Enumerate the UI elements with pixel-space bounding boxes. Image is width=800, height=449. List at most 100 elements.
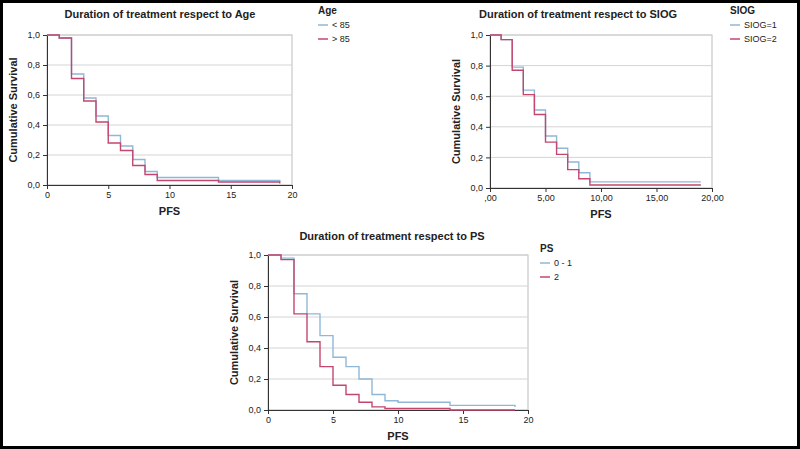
y-tick-mark <box>486 35 490 36</box>
x-tick: 20 <box>523 410 533 425</box>
plot-frame <box>47 35 292 185</box>
x-tick-label: 0 <box>266 415 271 425</box>
x-tick-label: 20 <box>287 190 297 200</box>
y-tick-mark <box>486 96 490 97</box>
legend-entry: 2 <box>554 272 559 282</box>
y-tick: 0,6 <box>27 90 47 100</box>
legend-title: Age <box>318 5 337 16</box>
plot-frame <box>490 35 712 188</box>
y-tick: 0,6 <box>248 312 268 322</box>
y-tick: 0,2 <box>27 150 47 160</box>
chart-panel: 051015200,00,20,40,60,81,0Duration of tr… <box>7 5 350 217</box>
x-tick: 20,00 <box>701 188 724 203</box>
grid <box>47 35 292 185</box>
x-tick-label: 10 <box>165 190 175 200</box>
y-tick-label: 0,4 <box>470 122 483 132</box>
y-tick-mark <box>43 35 47 36</box>
y-tick-mark <box>264 286 268 287</box>
y-tick-mark <box>264 379 268 380</box>
x-tick-label: 10,00 <box>590 193 613 203</box>
x-tick: 5,00 <box>537 188 555 203</box>
y-tick-label: 0,2 <box>470 153 483 163</box>
y-tick: 0,0 <box>248 405 268 415</box>
x-axis-title: PFS <box>387 430 408 442</box>
grid-line <box>490 65 712 66</box>
grid-line <box>490 96 712 97</box>
y-tick-label: 1,0 <box>470 30 483 40</box>
chart-panel: ,005,0010,0015,0020,000,00,20,40,60,81,0… <box>450 5 777 220</box>
plot-area <box>490 35 701 185</box>
y-tick-label: 0,4 <box>248 343 261 353</box>
x-tick-mark <box>601 188 602 192</box>
x-axis: 05101520 <box>266 410 534 425</box>
x-axis-title: PFS <box>159 205 180 217</box>
y-tick: 0,4 <box>470 122 490 132</box>
y-axis-title: Cumulative Survival <box>228 280 240 385</box>
x-tick-mark <box>528 410 529 414</box>
y-axis: 0,00,20,40,60,81,0 <box>248 250 268 415</box>
legend: PS0 - 12 <box>540 243 572 282</box>
y-axis-line <box>43 36 48 186</box>
grid-line <box>47 125 292 126</box>
y-tick: 0,0 <box>470 183 490 193</box>
y-tick-label: 0,2 <box>27 150 40 160</box>
x-tick: 5 <box>106 185 111 200</box>
grid-line <box>490 126 712 127</box>
x-tick: 0 <box>45 185 50 200</box>
y-tick-label: 0,0 <box>470 183 483 193</box>
grid <box>268 255 528 410</box>
legend-entry: SIOG=2 <box>744 34 777 44</box>
legend-swatch <box>318 38 328 40</box>
survival-line <box>47 35 280 182</box>
x-tick: 10,00 <box>590 188 613 203</box>
y-tick-label: 0,6 <box>248 312 261 322</box>
outer-border <box>2 2 799 448</box>
x-tick-label: 5,00 <box>537 193 555 203</box>
y-axis-line <box>264 256 269 411</box>
y-tick: 0,6 <box>470 92 490 102</box>
x-tick-label: 15 <box>226 190 236 200</box>
y-tick: 1,0 <box>470 30 490 40</box>
legend-entry: 0 - 1 <box>554 258 572 268</box>
legend: Age< 85> 85 <box>318 5 350 44</box>
y-tick-mark <box>43 155 47 156</box>
y-tick-mark <box>486 157 490 158</box>
x-tick-mark <box>546 188 547 192</box>
legend-entry: < 85 <box>332 20 350 30</box>
y-tick-label: 1,0 <box>27 30 40 40</box>
y-tick-label: 0,2 <box>248 374 261 384</box>
y-axis-line <box>486 36 491 189</box>
survival-line <box>268 255 515 407</box>
x-tick-label: 5 <box>331 415 336 425</box>
y-tick: 1,0 <box>248 250 268 260</box>
x-tick-mark <box>231 185 232 189</box>
grid-line <box>268 255 528 256</box>
x-axis-line <box>48 186 293 190</box>
survival-line <box>47 35 280 184</box>
y-tick: 0,8 <box>470 61 490 71</box>
x-tick: 10 <box>165 185 175 200</box>
y-tick: 1,0 <box>27 30 47 40</box>
chart-title: Duration of treatment respect to PS <box>299 230 484 242</box>
legend-swatch <box>730 24 740 26</box>
legend-swatch <box>540 262 550 264</box>
x-tick-label: 5 <box>106 190 111 200</box>
y-tick-mark <box>264 410 268 411</box>
y-tick: 0,4 <box>248 343 268 353</box>
y-tick-mark <box>486 188 490 189</box>
survival-line <box>490 35 701 185</box>
chart-title: Duration of treatment respect to SIOG <box>479 8 677 20</box>
y-tick-mark <box>43 65 47 66</box>
y-tick-mark <box>43 95 47 96</box>
x-tick-mark <box>292 185 293 189</box>
y-tick: 0,0 <box>27 180 47 190</box>
y-axis-title: Cumulative Survival <box>450 59 462 164</box>
y-tick-label: 0,8 <box>27 60 40 70</box>
x-tick-label: ,00 <box>484 193 497 203</box>
x-tick: 5 <box>331 410 336 425</box>
chart-canvas: 051015200,00,20,40,60,81,0Duration of tr… <box>0 0 800 449</box>
x-tick-mark <box>333 410 334 414</box>
x-tick-label: 20 <box>523 415 533 425</box>
y-tick: 0,4 <box>27 120 47 130</box>
legend-swatch <box>318 24 328 26</box>
